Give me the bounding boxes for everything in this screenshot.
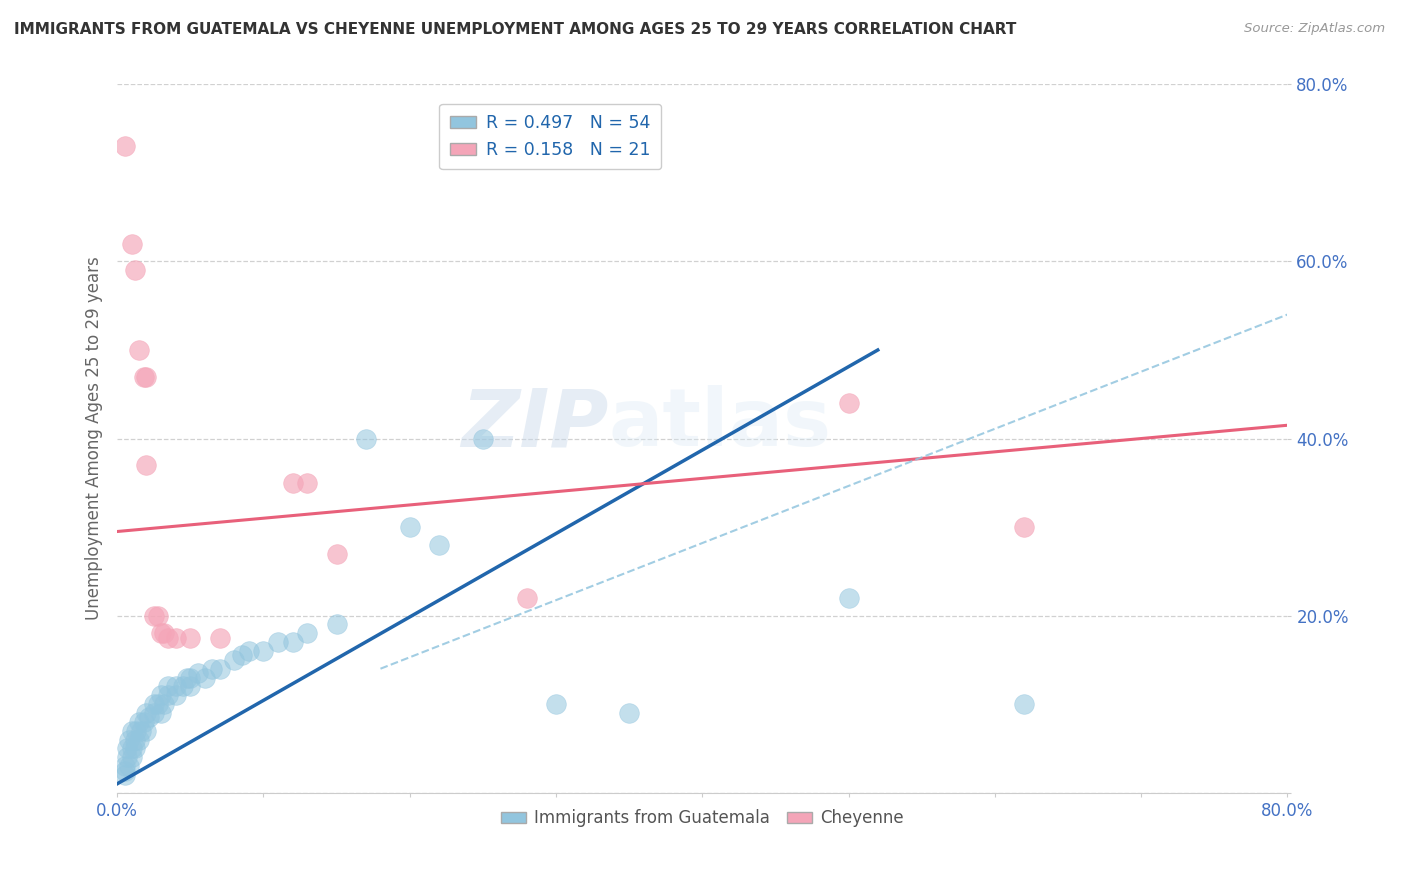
Point <box>146 608 169 623</box>
Point <box>837 591 859 605</box>
Point <box>281 635 304 649</box>
Point <box>325 617 347 632</box>
Point <box>617 706 640 720</box>
Point <box>129 723 152 738</box>
Y-axis label: Unemployment Among Ages 25 to 29 years: Unemployment Among Ages 25 to 29 years <box>86 257 103 621</box>
Point <box>157 680 180 694</box>
Point <box>297 475 319 490</box>
Point <box>176 671 198 685</box>
Point <box>150 688 173 702</box>
Point <box>125 723 148 738</box>
Point <box>153 626 176 640</box>
Point <box>157 688 180 702</box>
Point <box>135 706 157 720</box>
Point <box>118 759 141 773</box>
Text: ZIP: ZIP <box>461 385 609 463</box>
Point <box>132 714 155 729</box>
Point <box>187 666 209 681</box>
Point <box>165 631 187 645</box>
Point <box>124 741 146 756</box>
Point <box>471 432 494 446</box>
Point <box>135 369 157 384</box>
Point <box>150 626 173 640</box>
Point <box>1012 520 1035 534</box>
Point <box>135 458 157 472</box>
Point <box>1012 697 1035 711</box>
Point <box>128 732 150 747</box>
Point <box>252 644 274 658</box>
Point <box>157 631 180 645</box>
Point <box>146 697 169 711</box>
Point <box>208 662 231 676</box>
Point <box>427 538 450 552</box>
Text: Source: ZipAtlas.com: Source: ZipAtlas.com <box>1244 22 1385 36</box>
Point <box>172 680 194 694</box>
Point <box>128 343 150 357</box>
Point <box>142 697 165 711</box>
Point <box>398 520 420 534</box>
Point <box>179 671 201 685</box>
Point <box>117 750 139 764</box>
Point <box>516 591 538 605</box>
Point <box>135 723 157 738</box>
Point <box>114 759 136 773</box>
Point <box>837 396 859 410</box>
Point <box>121 750 143 764</box>
Point <box>121 236 143 251</box>
Point <box>121 741 143 756</box>
Point <box>114 764 136 778</box>
Point <box>179 631 201 645</box>
Point <box>153 697 176 711</box>
Point <box>124 263 146 277</box>
Point <box>142 608 165 623</box>
Point <box>325 547 347 561</box>
Point <box>208 631 231 645</box>
Point <box>201 662 224 676</box>
Point <box>150 706 173 720</box>
Text: IMMIGRANTS FROM GUATEMALA VS CHEYENNE UNEMPLOYMENT AMONG AGES 25 TO 29 YEARS COR: IMMIGRANTS FROM GUATEMALA VS CHEYENNE UN… <box>14 22 1017 37</box>
Point <box>179 680 201 694</box>
Point <box>118 732 141 747</box>
Point <box>165 688 187 702</box>
Point <box>121 723 143 738</box>
Point <box>354 432 377 446</box>
Point <box>124 732 146 747</box>
Point <box>238 644 260 658</box>
Text: atlas: atlas <box>609 385 832 463</box>
Point <box>114 768 136 782</box>
Point <box>165 680 187 694</box>
Point <box>281 475 304 490</box>
Point <box>117 741 139 756</box>
Point <box>114 139 136 153</box>
Point <box>231 648 253 663</box>
Point <box>194 671 217 685</box>
Point <box>544 697 567 711</box>
Point <box>128 714 150 729</box>
Point <box>267 635 290 649</box>
Legend: Immigrants from Guatemala, Cheyenne: Immigrants from Guatemala, Cheyenne <box>494 803 910 834</box>
Point <box>142 706 165 720</box>
Point <box>132 369 155 384</box>
Point <box>297 626 319 640</box>
Point <box>138 710 160 724</box>
Point <box>224 653 246 667</box>
